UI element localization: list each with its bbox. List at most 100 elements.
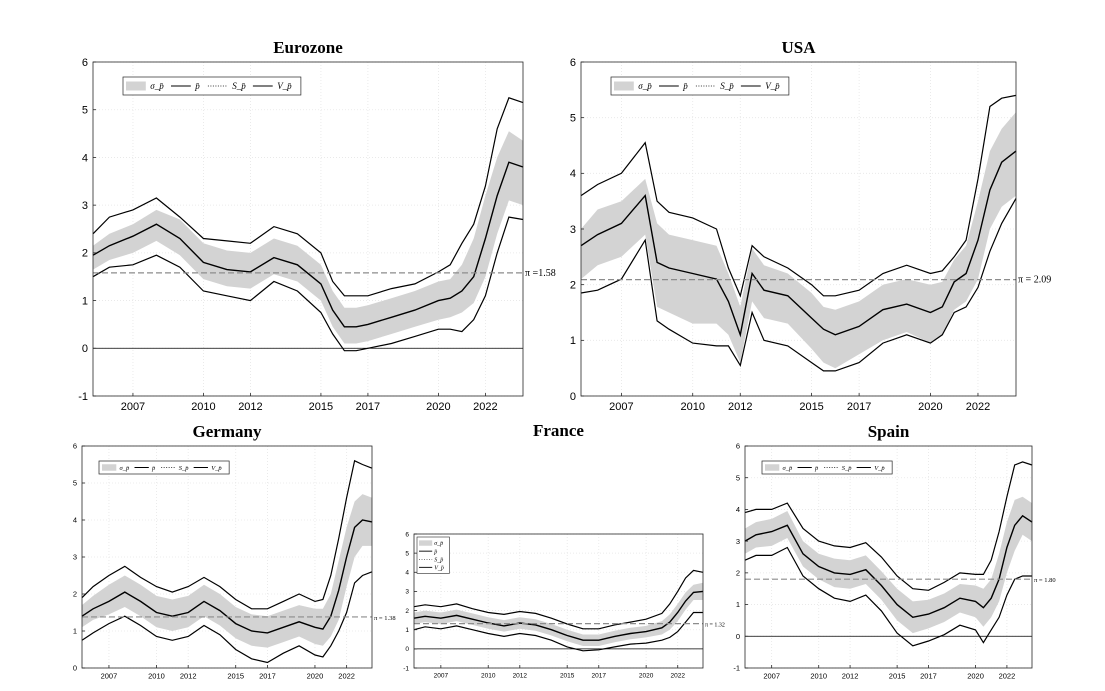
legend-label: V_p̄ (874, 465, 885, 472)
x-tick-label: 2015 (227, 672, 244, 681)
legend-label: V_p̄ (765, 81, 780, 91)
target-label: π = 1.32 (705, 623, 725, 629)
legend-label: S_p̄ (232, 81, 246, 91)
axes-box (92, 61, 524, 397)
legend-box (122, 76, 302, 96)
band-sigma (93, 131, 523, 344)
y-tick-label: 0 (82, 343, 88, 355)
legend-label: V_p̄ (434, 565, 444, 571)
x-tick-label: 2012 (180, 672, 197, 681)
x-tick-label: 2015 (560, 673, 575, 680)
legend-swatch-band (419, 540, 433, 546)
x-tick-label: 2017 (847, 401, 871, 413)
legend-box (610, 76, 790, 96)
legend: σ_p̄ p̄ S_p̄ V_p̄ (122, 76, 302, 96)
y-tick-label: 3 (570, 224, 576, 236)
y-tick-label: 6 (736, 442, 740, 451)
legend-label: p̄ (433, 549, 437, 555)
legend: σ_p̄ p̄ S_p̄ V_p̄ (761, 460, 893, 475)
legend-label: σ_p̄ (120, 465, 130, 472)
target-label: π = 1.38 (374, 615, 396, 622)
series-lower-line (580, 198, 1017, 372)
legend-label: σ_p̄ (434, 541, 443, 547)
y-tick-label: 4 (570, 168, 576, 180)
legend: σ_p̄ p̄ S_p̄ V_p̄ (610, 76, 790, 96)
x-tick-label: 2010 (191, 401, 215, 413)
y-tick-label: 6 (405, 531, 409, 538)
series-mean-line (413, 590, 704, 641)
y-tick-label: -1 (733, 664, 740, 673)
panel-usa: π = 2.09 2007 2010 2012 2015 2017 2020 2022 0 1 2 3… (570, 38, 1051, 413)
series-mean-line (92, 161, 524, 328)
axes-box (744, 445, 1033, 669)
target-label: π = 1.80 (1034, 577, 1056, 584)
target-label: π =1.58 (525, 268, 556, 279)
legend-label: V_p̄ (277, 81, 292, 91)
x-tick-label: 2022 (966, 401, 990, 413)
band-sigma (82, 494, 372, 648)
x-tick-label: 2010 (481, 673, 496, 680)
legend-label: σ_p̄ (638, 81, 652, 91)
y-tick-label: 4 (736, 505, 740, 514)
chart-title: Spain (868, 422, 910, 441)
x-tick-label: 2020 (426, 401, 450, 413)
x-tick-label: 2015 (309, 401, 333, 413)
chart-title: France (533, 421, 584, 440)
legend: σ_p̄ p̄ S_p̄ V_p̄ (416, 536, 450, 574)
legend-label: S_p̄ (720, 81, 734, 91)
x-tick-label: 2022 (473, 401, 497, 413)
y-tick-label: 2 (405, 608, 409, 615)
legend-label: p̄ (151, 465, 156, 472)
chart-title: Germany (193, 422, 262, 441)
y-tick-label: 4 (82, 152, 88, 164)
x-tick-label: 2007 (763, 672, 780, 681)
x-tick-label: 2022 (999, 672, 1016, 681)
y-tick-label: 0 (405, 646, 409, 653)
legend-label: p̄ (682, 81, 688, 91)
y-tick-label: 4 (73, 516, 77, 525)
x-tick-label: 2007 (609, 401, 633, 413)
y-tick-label: 1 (736, 600, 740, 609)
y-tick-label: 1 (73, 627, 77, 636)
y-tick-label: -1 (78, 391, 88, 403)
y-tick-label: 1 (405, 627, 409, 634)
y-tick-label: 5 (82, 105, 88, 117)
series-upper-line (580, 94, 1017, 298)
series-upper-line (92, 97, 524, 297)
x-tick-label: 2012 (728, 401, 752, 413)
axes-box (413, 533, 704, 669)
y-tick-label: 6 (570, 57, 576, 69)
x-tick-label: 2022 (670, 673, 685, 680)
x-tick-label: 2017 (356, 401, 380, 413)
series-lower-line (92, 216, 524, 352)
y-tick-label: 5 (736, 473, 740, 482)
y-tick-label: 0 (570, 391, 576, 403)
legend-label: V_p̄ (211, 465, 222, 472)
x-tick-label: 2020 (967, 672, 984, 681)
y-tick-label: 6 (73, 442, 77, 451)
y-tick-label: 3 (73, 553, 77, 562)
x-tick-label: 2022 (338, 672, 355, 681)
y-tick-label: 2 (570, 280, 576, 292)
legend-label: p̄ (814, 465, 819, 472)
legend-swatch-band (614, 81, 634, 91)
panel-germany: π = 1.38 2007 2010 2012 2015 2017 2020 2022 0 1 2 3… (73, 422, 396, 681)
x-tick-label: 2020 (307, 672, 324, 681)
x-tick-label: 2017 (592, 673, 607, 680)
x-tick-label: 2010 (148, 672, 165, 681)
series-lower-line (744, 546, 1032, 647)
y-tick-label: 2 (736, 568, 740, 577)
series-lower-line (413, 611, 703, 652)
x-tick-label: 2007 (434, 673, 449, 680)
series-upper-line (413, 569, 704, 630)
series-upper-line (81, 459, 373, 610)
x-tick-label: 2017 (259, 672, 276, 681)
legend-label: p̄ (194, 81, 200, 91)
chart-title: Eurozone (273, 38, 343, 57)
panel-eurozone: π =1.58 2007 2010 2012 2015 2017 2020 2022 -1 0 1 2… (78, 38, 555, 413)
x-tick-label: 2015 (799, 401, 823, 413)
y-tick-label: 4 (405, 570, 409, 577)
y-tick-label: 1 (570, 335, 576, 347)
y-tick-label: 3 (405, 589, 409, 596)
